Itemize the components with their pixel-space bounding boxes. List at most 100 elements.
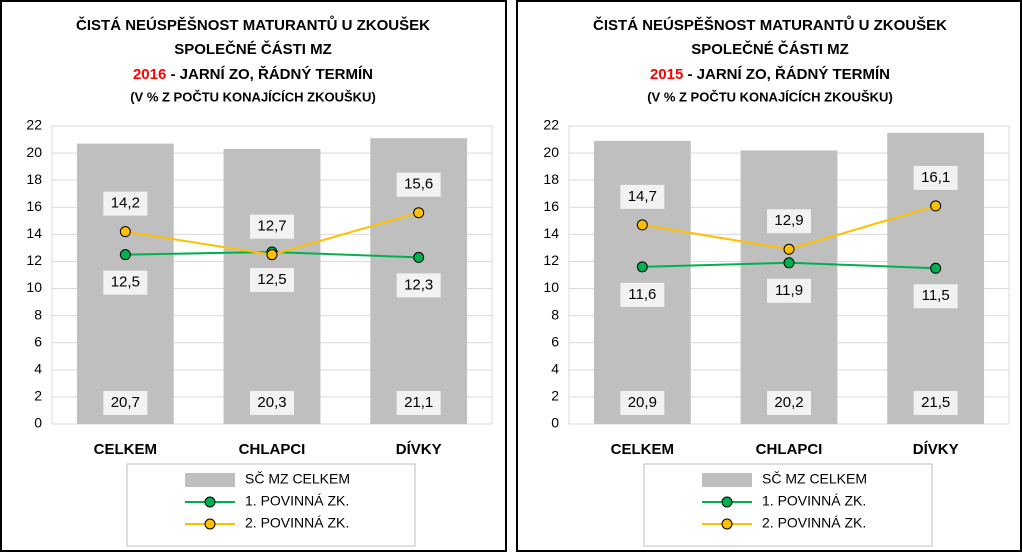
data-label: 12,5 [111, 274, 140, 291]
data-label: 21,1 [404, 394, 433, 411]
y-tick-label: 2 [551, 388, 559, 404]
y-tick-label: 0 [551, 415, 559, 431]
label-bg [396, 273, 441, 298]
y-tick-label: 16 [26, 198, 42, 214]
year: 2015 [650, 66, 683, 83]
marker [783, 243, 795, 255]
label-bg [250, 391, 294, 415]
label-bg [620, 184, 665, 209]
chart-title: SPOLEČNÉ ČÁSTI MZ [691, 40, 849, 58]
chart-title: ČISTÁ NEÚSPĚŠNOST MATURANTŮ U ZKOUŠEK [593, 15, 947, 34]
y-tick-label: 6 [34, 333, 42, 349]
y-tick-label: 8 [34, 306, 42, 322]
label-bg [767, 209, 811, 234]
chart-note: (V % Z POČTU KONAJÍCÍCH ZKOUŠKU) [130, 89, 376, 104]
marker [413, 207, 425, 219]
y-tick-label: 20 [543, 144, 559, 160]
label-bg [103, 391, 148, 415]
legend-label: 1. POVINNÁ ZK. [245, 493, 349, 509]
legend-label: 2. POVINNÁ ZK. [245, 515, 349, 531]
y-tick-label: 0 [34, 415, 42, 431]
chart-note: (V % Z POČTU KONAJÍCÍCH ZKOUŠKU) [647, 89, 893, 104]
y-tick-label: 2 [34, 388, 42, 404]
data-label: 20,9 [628, 394, 657, 411]
data-label: 20,3 [257, 394, 286, 411]
y-tick-label: 4 [551, 361, 559, 377]
chart-title: SPOLEČNÉ ČÁSTI MZ [174, 40, 332, 58]
legend-marker [204, 496, 216, 508]
y-tick-label: 4 [34, 361, 42, 377]
label-bg [250, 267, 294, 292]
label-bg [103, 270, 148, 295]
x-tick-label: DÍVKY [396, 441, 442, 458]
y-tick-label: 8 [551, 306, 559, 322]
label-bg [396, 172, 441, 197]
x-tick-label: CELKEM [94, 441, 157, 458]
y-tick-label: 18 [26, 171, 42, 187]
y-tick-label: 10 [543, 279, 559, 295]
data-label: 11,9 [775, 282, 803, 299]
data-label: 20,2 [774, 394, 803, 411]
data-label: 20,7 [111, 394, 140, 411]
chart-subtitle: 2015 - JARNÍ ZO, ŘÁDNÝ TERMÍN [650, 65, 890, 83]
legend-label: SČ MZ CELKEM [762, 471, 867, 487]
y-tick-label: 14 [543, 225, 559, 241]
marker [413, 251, 425, 263]
data-label: 15,6 [404, 176, 433, 193]
legend [643, 463, 933, 547]
marker [266, 249, 278, 261]
data-label: 12,3 [404, 276, 433, 293]
bar [593, 140, 691, 424]
marker [119, 226, 131, 238]
data-label: 12,5 [257, 271, 286, 288]
chart-title: ČISTÁ NEÚSPĚŠNOST MATURANTŮ U ZKOUŠEK [76, 15, 430, 34]
legend-label: SČ MZ CELKEM [245, 471, 350, 487]
label-bg [913, 165, 958, 190]
data-label: 14,2 [111, 195, 140, 212]
data-label: 14,7 [628, 188, 657, 205]
y-tick-label: 12 [26, 252, 42, 268]
x-tick-label: DÍVKY [913, 441, 959, 458]
legend-label: 2. POVINNÁ ZK. [762, 515, 866, 531]
label-bg [913, 391, 958, 415]
label-bg [767, 278, 811, 303]
y-tick-label: 22 [543, 117, 559, 133]
x-tick-label: CELKEM [611, 441, 674, 458]
y-tick-label: 18 [543, 171, 559, 187]
legend-marker [721, 496, 733, 508]
data-label: 21,5 [921, 394, 950, 411]
data-label: 12,9 [774, 212, 803, 229]
subtitle: - JARNÍ ZO, ŘÁDNÝ TERMÍN [166, 65, 373, 83]
marker [636, 219, 648, 231]
legend-swatch [702, 473, 752, 487]
y-tick-label: 20 [26, 144, 42, 160]
year: 2016 [133, 66, 166, 83]
legend-marker [721, 518, 733, 530]
y-tick-label: 22 [26, 117, 42, 133]
y-tick-label: 16 [543, 198, 559, 214]
data-label: 11,6 [628, 286, 656, 303]
label-bg [250, 214, 294, 239]
marker [930, 262, 942, 274]
data-label: 12,7 [257, 218, 286, 235]
label-bg [396, 391, 441, 415]
marker [119, 249, 131, 261]
chart-subtitle: 2016 - JARNÍ ZO, ŘÁDNÝ TERMÍN [133, 65, 373, 83]
marker [636, 261, 648, 273]
marker [783, 257, 795, 269]
x-tick-label: CHLAPCI [756, 441, 823, 458]
y-tick-label: 12 [543, 252, 559, 268]
x-tick-label: CHLAPCI [239, 441, 306, 458]
subtitle: - JARNÍ ZO, ŘÁDNÝ TERMÍN [683, 65, 890, 83]
marker [930, 200, 942, 212]
y-tick-label: 6 [551, 333, 559, 349]
data-label: 16,1 [921, 169, 950, 186]
label-bg [913, 284, 958, 309]
legend-swatch [185, 473, 235, 487]
label-bg [103, 191, 148, 216]
label-bg [767, 391, 811, 415]
y-tick-label: 14 [26, 225, 42, 241]
data-label: 11,5 [922, 287, 950, 304]
label-bg [620, 282, 665, 307]
